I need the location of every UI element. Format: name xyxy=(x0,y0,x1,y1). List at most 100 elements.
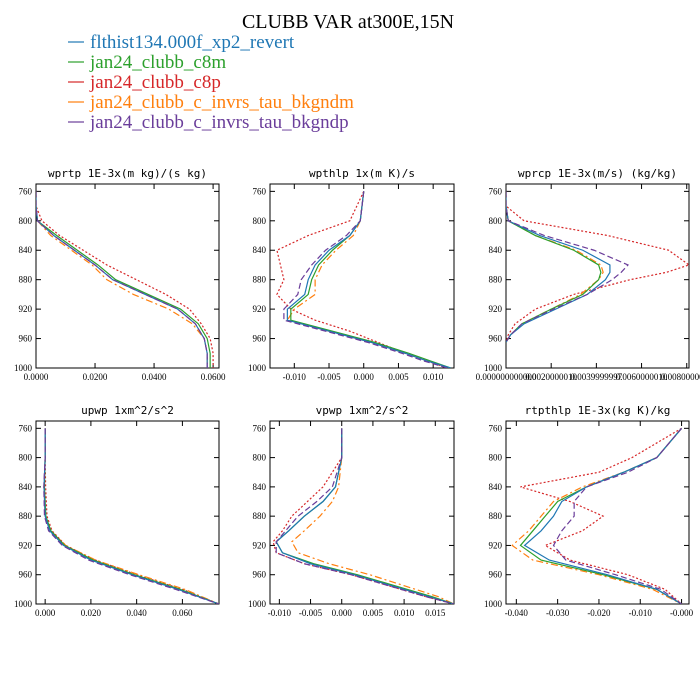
x-tick-label: -0.010 xyxy=(629,608,653,618)
x-tick-label: 0.060 xyxy=(172,608,193,618)
legend-label: flthist134.000f_xp2_revert xyxy=(90,32,295,53)
x-tick-label: 0.005 xyxy=(363,608,384,618)
y-tick-label: 840 xyxy=(489,245,503,255)
y-tick-label: 800 xyxy=(489,216,503,226)
series-line-5 xyxy=(283,191,448,368)
y-tick-label: 920 xyxy=(489,540,503,550)
y-tick-label: 960 xyxy=(19,570,33,580)
series-line-1 xyxy=(523,427,683,604)
x-tick-label: 0.020 xyxy=(81,608,102,618)
x-tick-label: -0.005 xyxy=(317,372,341,382)
x-tick-label: -0.020 xyxy=(587,608,611,618)
series-line-5 xyxy=(552,427,683,604)
panel-title: rtpthlp 1E-3x(kg K)/kg xyxy=(525,404,671,417)
y-tick-label: 840 xyxy=(19,482,33,492)
x-tick-label: 0.000000000000 xyxy=(476,372,537,382)
series-line-1 xyxy=(43,428,219,604)
series-line-1 xyxy=(286,191,451,368)
panel-title: upwp 1xm^2/s^2 xyxy=(81,404,174,417)
y-tick-label: 760 xyxy=(19,423,33,433)
legend-entry: flthist134.000f_xp2_revert xyxy=(68,32,295,53)
x-tick-label: 0.010 xyxy=(423,372,444,382)
plot-frame xyxy=(269,183,455,369)
x-tick-label: -0.010 xyxy=(268,608,292,618)
x-tick-label: 0.0020000010 xyxy=(525,372,577,382)
y-tick-label: 760 xyxy=(253,423,267,433)
legend-label: jan24_clubb_c8p xyxy=(89,72,221,93)
y-tick-label: 840 xyxy=(19,245,33,255)
x-tick-label: 0.000 xyxy=(332,608,353,618)
y-tick-label: 1000 xyxy=(484,363,503,373)
panel-4: upwp 1xm^2/s^2 760 800 840 880 920 960 10000.00… xyxy=(14,404,220,618)
y-tick-label: 960 xyxy=(253,334,267,344)
series-line-4 xyxy=(36,191,208,368)
x-tick-label: -0.040 xyxy=(505,608,529,618)
panel-3: wprcp 1E-3x(m/s) (kg/kg) 760 800 840 880 920 9… xyxy=(476,167,700,382)
y-tick-label: 880 xyxy=(19,275,33,285)
x-tick-label: 0.040 xyxy=(127,608,148,618)
series-group xyxy=(272,428,454,604)
plot-frame xyxy=(505,183,690,369)
y-tick-label: 920 xyxy=(19,304,33,314)
series-line-1 xyxy=(275,428,454,604)
x-tick-label: 0.0600 xyxy=(201,372,226,382)
series-line-3 xyxy=(506,191,689,343)
y-tick-label: 960 xyxy=(19,334,33,344)
x-tick-label: 0.000 xyxy=(35,608,56,618)
series-line-4 xyxy=(291,428,454,604)
y-tick-label: 960 xyxy=(489,570,503,580)
x-tick-label: 0.005 xyxy=(388,372,409,382)
y-tick-label: 880 xyxy=(253,275,267,285)
y-tick-label: 1000 xyxy=(248,599,267,609)
y-tick-label: 1000 xyxy=(484,599,503,609)
legend-entry: jan24_clubb_c8m xyxy=(68,52,226,73)
legend: flthist134.000f_xp2_revertjan24_clubb_c8… xyxy=(68,32,354,133)
legend-label: jan24_clubb_c_invrs_tau_bkgndm xyxy=(89,92,354,113)
plot-frame xyxy=(35,420,220,605)
y-tick-label: 920 xyxy=(19,540,33,550)
plot-frame xyxy=(269,420,455,605)
y-tick-label: 760 xyxy=(489,423,503,433)
y-tick-label: 800 xyxy=(489,453,503,463)
series-group xyxy=(36,191,214,368)
y-tick-label: 800 xyxy=(19,453,33,463)
figure-title: CLUBB VAR at300E,15N xyxy=(242,11,454,33)
x-tick-label: 0.0080000010 xyxy=(661,372,700,382)
y-tick-label: 840 xyxy=(253,245,267,255)
y-tick-label: 800 xyxy=(253,453,267,463)
x-tick-label: -0.005 xyxy=(299,608,323,618)
y-tick-label: 800 xyxy=(19,216,33,226)
x-tick-label: 0.0060000010 xyxy=(616,372,668,382)
x-tick-label: 0.010 xyxy=(394,608,415,618)
series-line-2 xyxy=(519,427,683,604)
x-tick-label: 0.015 xyxy=(425,608,446,618)
y-tick-label: 840 xyxy=(253,482,267,492)
y-tick-label: 1000 xyxy=(14,363,33,373)
series-group xyxy=(43,428,219,604)
series-line-4 xyxy=(43,428,219,604)
panel-title: vpwp 1xm^2/s^2 xyxy=(316,404,409,417)
y-tick-label: 920 xyxy=(253,540,267,550)
series-line-4 xyxy=(506,191,604,343)
x-tick-label: -0.010 xyxy=(283,372,307,382)
y-tick-label: 880 xyxy=(489,275,503,285)
series-line-3 xyxy=(520,427,682,604)
series-line-5 xyxy=(36,191,208,368)
series-line-3 xyxy=(276,191,448,368)
y-tick-label: 960 xyxy=(489,334,503,344)
series-line-3 xyxy=(36,191,214,368)
legend-label: jan24_clubb_c_invrs_tau_bkgndp xyxy=(89,112,349,133)
y-tick-label: 920 xyxy=(489,304,503,314)
series-group xyxy=(506,191,689,343)
legend-entry: jan24_clubb_c8p xyxy=(68,72,221,93)
panel-title: wpthlp 1x(m K)/s xyxy=(309,167,415,180)
plot-frame xyxy=(35,183,220,369)
y-tick-label: 1000 xyxy=(248,363,267,373)
x-tick-label: 0.000 xyxy=(354,372,375,382)
series-line-2 xyxy=(36,191,211,368)
x-tick-label: 0.0400 xyxy=(142,372,167,382)
series-line-3 xyxy=(272,428,454,604)
panel-title: wprtp 1E-3x(m kg)/(s kg) xyxy=(48,167,207,180)
series-line-5 xyxy=(506,191,630,343)
